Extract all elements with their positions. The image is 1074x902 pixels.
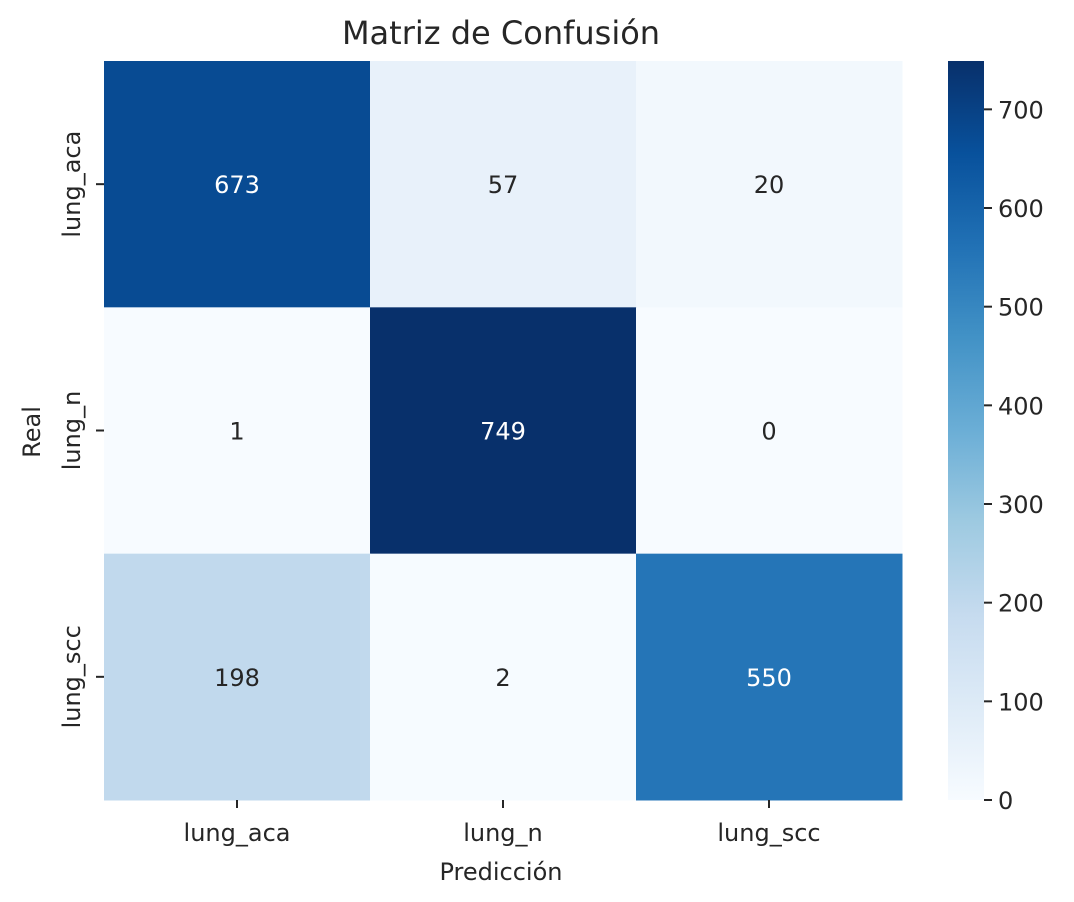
y-axis-ticks: lung_aca lung_n lung_scc bbox=[58, 131, 104, 728]
x-tick-label: lung_aca bbox=[184, 819, 291, 847]
y-tick-label: lung_scc bbox=[58, 625, 86, 728]
heatmap-cell bbox=[636, 61, 903, 308]
chart-title: Matriz de Confusión bbox=[342, 14, 660, 52]
colorbar-ticks: 0 100 200 300 400 500 600 700 bbox=[984, 96, 1044, 815]
heatmap-cell bbox=[104, 553, 371, 801]
colorbar-tick-label: 100 bbox=[998, 688, 1044, 716]
colorbar bbox=[948, 61, 984, 800]
x-axis-ticks: lung_aca lung_n lung_scc bbox=[184, 800, 821, 847]
cell-value-label: 0 bbox=[761, 417, 776, 445]
colorbar-tick-label: 700 bbox=[998, 96, 1044, 124]
colorbar-tick-label: 400 bbox=[998, 392, 1044, 420]
y-tick-label: lung_n bbox=[58, 391, 86, 471]
cell-value-label: 57 bbox=[488, 171, 519, 199]
cell-value-label: 550 bbox=[746, 664, 792, 692]
cell-value-label: 2 bbox=[495, 664, 510, 692]
x-tick-label: lung_scc bbox=[717, 819, 820, 847]
cell-value-label: 198 bbox=[214, 664, 260, 692]
x-axis-label: Predicción bbox=[439, 858, 562, 886]
colorbar-tick-label: 500 bbox=[998, 294, 1044, 322]
y-tick-label: lung_aca bbox=[58, 131, 86, 238]
heatmap-cell bbox=[636, 307, 903, 555]
colorbar-tick-label: 300 bbox=[998, 491, 1044, 519]
x-tick-label: lung_n bbox=[463, 819, 543, 847]
heatmap-cell bbox=[104, 307, 371, 555]
cell-value-label: 673 bbox=[214, 171, 260, 199]
cell-value-label: 749 bbox=[480, 417, 526, 445]
colorbar-tick-label: 200 bbox=[998, 590, 1044, 618]
heatmap-cell-labels: 673 57 20 1 749 0 198 2 550 bbox=[214, 171, 792, 692]
cell-value-label: 1 bbox=[229, 417, 244, 445]
heatmap-cells bbox=[104, 61, 903, 801]
colorbar-tick-label: 0 bbox=[998, 787, 1013, 815]
heatmap-cell bbox=[636, 553, 903, 801]
colorbar-tick-label: 600 bbox=[998, 195, 1044, 223]
heatmap-cell bbox=[104, 61, 371, 308]
cell-value-label: 20 bbox=[754, 171, 785, 199]
heatmap-cell bbox=[370, 307, 637, 555]
heatmap-cell bbox=[370, 553, 637, 801]
heatmap-cell bbox=[370, 61, 637, 308]
y-axis-label: Real bbox=[18, 406, 46, 458]
